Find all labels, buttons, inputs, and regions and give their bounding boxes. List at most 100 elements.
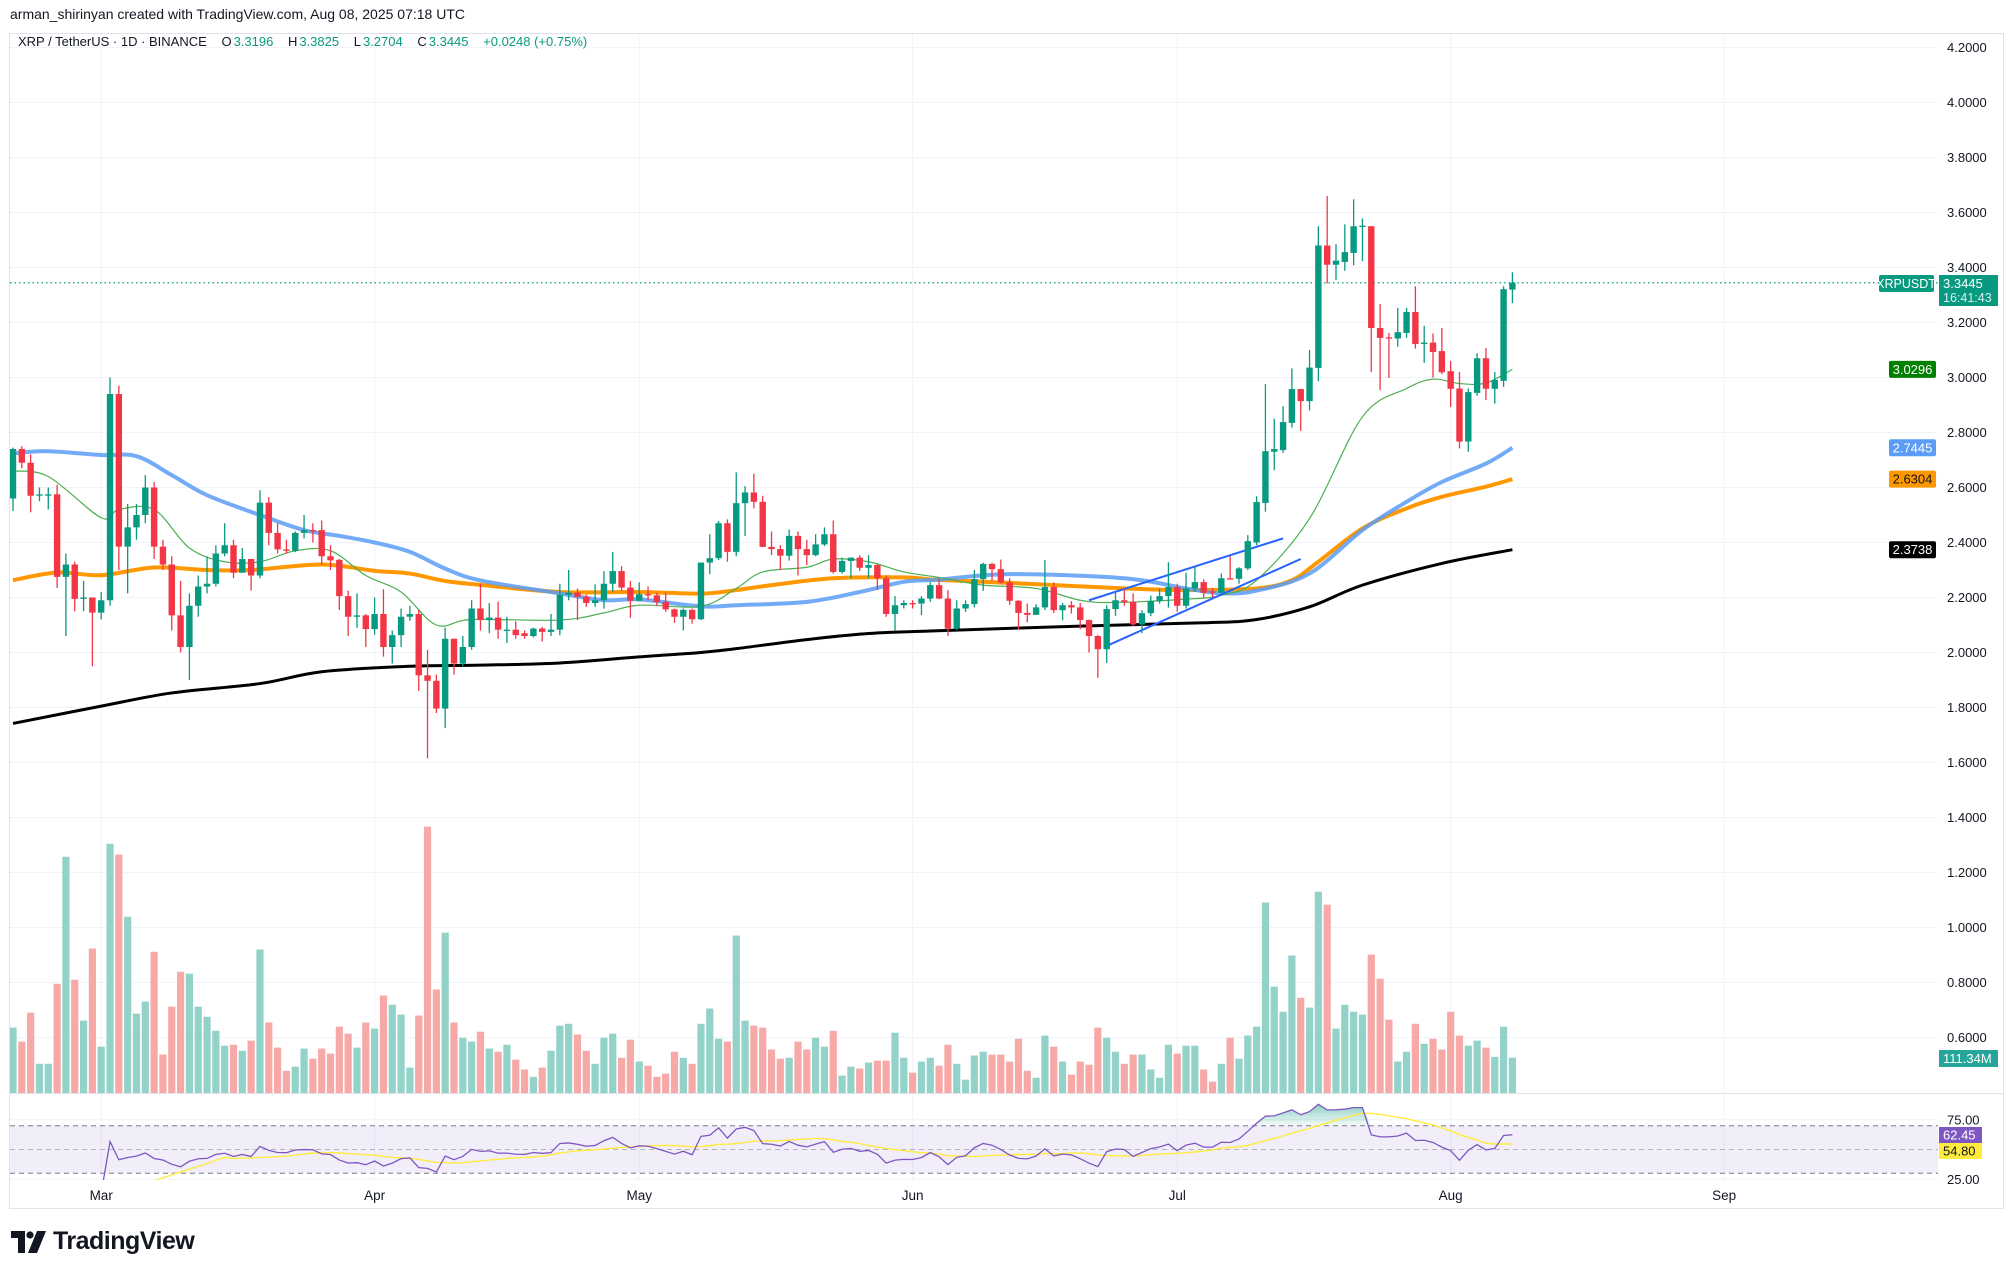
volume-bar [776,1058,784,1093]
volume-bar [291,1066,299,1093]
candle [1244,535,1251,570]
volume-bar [1253,1026,1261,1093]
candle [230,539,237,579]
last-price-tag: 3.3445 [1943,276,1983,291]
candle [477,583,484,631]
candle [1368,226,1375,372]
volume-bar [961,1079,970,1093]
candle-body [600,583,608,601]
rsi-ma-line [154,1112,1513,1180]
candle-body [142,487,149,515]
candle-body [794,535,802,550]
tradingview-logo[interactable]: TradingView [11,1227,195,1256]
candle [1421,325,1428,363]
candle-body [909,603,916,605]
candle [1218,573,1225,595]
candle-body [1456,388,1463,442]
candle [1306,350,1313,411]
price-axis-label: 1.4000 [1947,810,1987,825]
candle [1288,368,1296,428]
candle-body [1015,600,1022,613]
volume-bar [635,1061,643,1093]
candle-body [821,534,828,545]
candle [750,473,758,509]
volume-bar [406,1067,414,1093]
candle-body [177,615,184,647]
time-axis[interactable]: Mar Apr May Jun Jul Aug Sep [90,1188,1737,1203]
price-axis[interactable]: 4.2000 4.0000 3.8000 3.6000 3.4000 3.2000 3.00… [1947,40,1987,1045]
moving-average-tag-bg [1889,541,1936,559]
rsi-ma-tag-bg [1939,1143,1982,1159]
candle [838,557,846,574]
candle-body [1156,596,1163,602]
candle-body [327,556,334,561]
volume-bar [1429,1038,1437,1093]
volume-bar [388,1004,396,1093]
volume-bar [697,1023,705,1093]
candle-body [1103,609,1110,650]
candle-body [283,549,290,551]
candle-body [1271,449,1278,452]
volume-bar [953,1063,961,1093]
candle-body [10,449,17,499]
candle-body [459,647,467,664]
volume-bar [759,1027,767,1093]
symbol-title[interactable]: XRP / TetherUS · 1D · BINANCE [18,34,207,49]
candle [591,584,599,607]
candle [636,582,643,601]
candle-body [565,592,572,595]
candle-body [256,502,264,576]
volume-bar [62,856,70,1093]
moving-average-tag-bg [1889,439,1936,457]
candle [618,566,625,591]
volume-bar [600,1037,608,1093]
candle [362,614,369,647]
moving-average-tag-bg [1889,360,1936,378]
volume-bar [1464,1045,1472,1093]
candle-body [36,494,43,496]
volume-bar [582,1050,590,1093]
volume-bar [362,1022,370,1093]
candle [1068,601,1075,614]
candle-body [530,628,537,636]
candle [944,590,952,636]
candle-body [424,675,431,681]
candle-body [150,487,158,547]
candle-body [300,530,308,533]
candle-body [1032,607,1040,615]
volume-bar [688,1063,696,1093]
candle [971,570,978,608]
candle [644,586,652,601]
volume-bar [1447,1011,1455,1093]
moving-average-line [12,446,1514,609]
volume-bar [1200,1069,1208,1093]
candle [1253,496,1260,546]
chart-frame [9,33,2004,1209]
candle [503,616,511,643]
volume-bar [988,1054,996,1093]
candle-body [706,558,713,563]
candle [80,581,87,612]
volume-bar [917,1061,926,1093]
candle [1191,566,1199,592]
candle [530,627,537,638]
candle [309,523,317,543]
candle-body [1226,578,1234,580]
candle-body [98,600,105,613]
candle-body [644,594,652,596]
volume-bar [1270,986,1278,1093]
candle-body [662,601,669,610]
candle [1315,226,1322,382]
candle-body [838,560,846,572]
candle [741,486,749,536]
volume-bar [1032,1077,1040,1093]
candle-body [741,492,749,504]
candle [1077,603,1084,630]
volume-bar [1473,1040,1481,1093]
price-axis-label: 4.2000 [1947,40,1987,55]
candle-body [777,549,784,556]
candle-body [1341,252,1349,262]
candle [794,531,802,576]
